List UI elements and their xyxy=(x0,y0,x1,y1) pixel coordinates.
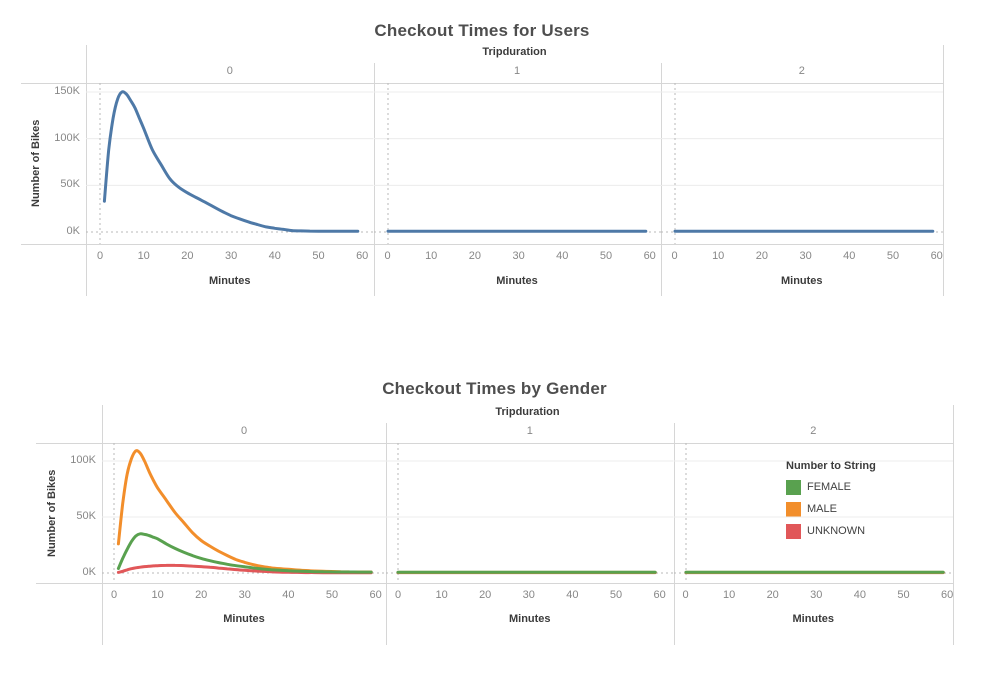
x-tick-label: 60 xyxy=(356,250,369,262)
x-tick-label: 40 xyxy=(843,250,856,262)
x-axis-title: Minutes xyxy=(508,613,551,625)
y-tick-label: 100K xyxy=(70,454,96,466)
x-tick-label: 20 xyxy=(468,250,482,262)
y-tick-label: 0K xyxy=(82,566,96,578)
legend-color-swatch xyxy=(786,523,801,539)
column-header-label: 0 xyxy=(226,65,233,77)
x-tick-label: 10 xyxy=(722,589,736,601)
panel-border xyxy=(386,423,387,645)
x-axis-title: Minutes xyxy=(496,275,538,287)
y-tick-label: 50K xyxy=(60,178,80,191)
column-header-label: 1 xyxy=(526,425,533,437)
legend-item-label: MALE xyxy=(807,503,837,515)
panel-border xyxy=(953,405,954,645)
x-tick-label: 50 xyxy=(325,589,339,601)
x-tick-label: 60 xyxy=(940,589,954,601)
x-tick-label: 20 xyxy=(195,589,208,601)
x-tick-label: 0 xyxy=(671,250,678,262)
x-tick-label: 30 xyxy=(810,589,823,601)
x-tick-label: 0 xyxy=(682,589,689,601)
x-tick-label: 10 xyxy=(151,589,164,601)
legend-item-female[interactable]: FEMALE xyxy=(786,476,876,498)
x-tick-label: 0 xyxy=(96,250,104,262)
facet-field-label: Tripduration xyxy=(482,46,547,58)
plot-top-rule xyxy=(36,443,953,444)
legend-color-swatch xyxy=(786,479,801,495)
y-tick-label: 0K xyxy=(66,225,80,237)
facet-panel-0[interactable] xyxy=(86,83,374,244)
y-tick-label: 50K xyxy=(76,510,96,522)
chart-title: Checkout Times by Gender xyxy=(382,379,607,399)
series-line-FEMALE[interactable] xyxy=(116,532,373,574)
y-axis-title: Number of Bikes xyxy=(30,119,42,208)
x-tick-label: 40 xyxy=(556,250,569,262)
x-tick-label: 30 xyxy=(512,250,525,262)
x-tick-label: 30 xyxy=(799,250,812,262)
panel-border xyxy=(660,63,662,296)
x-tick-label: 30 xyxy=(224,250,238,262)
x-tick-label: 60 xyxy=(369,589,382,601)
facet-panel-1[interactable] xyxy=(386,443,674,583)
x-tick-label: 50 xyxy=(312,250,325,262)
x-tick-label: 10 xyxy=(425,250,438,262)
x-tick-label: 20 xyxy=(766,589,779,601)
legend-item-label: FEMALE xyxy=(807,481,852,493)
facet-field-label: Tripduration xyxy=(495,406,560,418)
x-tick-label: 20 xyxy=(755,250,769,262)
panel-border xyxy=(373,63,375,296)
x-tick-label: 30 xyxy=(522,589,535,601)
x-tick-label: 60 xyxy=(653,589,666,601)
x-axis-title: Minutes xyxy=(223,613,265,625)
panel-border xyxy=(673,423,675,645)
series-line-users[interactable] xyxy=(102,90,360,233)
series-line-MALE[interactable] xyxy=(116,449,373,574)
legend-item-label: UNKNOWN xyxy=(807,525,866,537)
x-tick-label: 10 xyxy=(435,589,448,601)
x-tick-label: 50 xyxy=(599,250,613,262)
facet-panel-2[interactable] xyxy=(660,83,944,244)
column-header-label: 1 xyxy=(513,65,521,77)
color-legend: Number to String FEMALE MALE UNKNOWN xyxy=(786,460,876,542)
x-tick-label: 20 xyxy=(181,250,194,262)
column-header-label: 2 xyxy=(810,425,817,437)
x-axis-rule xyxy=(21,244,943,245)
x-tick-label: 50 xyxy=(897,589,910,601)
legend-color-swatch xyxy=(786,501,801,517)
legend-item-male[interactable]: MALE xyxy=(786,498,876,520)
x-tick-label: 0 xyxy=(394,589,402,601)
x-tick-label: 50 xyxy=(609,589,623,601)
x-axis-title: Minutes xyxy=(780,275,823,287)
x-tick-label: 30 xyxy=(238,589,251,601)
x-axis-title: Minutes xyxy=(208,275,251,287)
x-tick-label: 60 xyxy=(643,250,656,262)
plot-top-rule xyxy=(21,83,943,84)
x-tick-label: 40 xyxy=(566,589,579,601)
panel-border xyxy=(943,45,944,296)
x-tick-label: 20 xyxy=(479,589,492,601)
y-tick-label: 150K xyxy=(54,85,80,97)
x-tick-label: 60 xyxy=(930,250,943,262)
x-tick-label: 10 xyxy=(712,250,725,262)
x-tick-label: 40 xyxy=(268,250,281,262)
x-tick-label: 10 xyxy=(137,250,150,262)
x-tick-label: 50 xyxy=(886,250,900,262)
facet-panel-0[interactable] xyxy=(102,443,386,583)
panel-border xyxy=(86,45,87,296)
x-tick-label: 40 xyxy=(282,589,295,601)
column-header-label: 0 xyxy=(240,425,248,437)
y-tick-label: 100K xyxy=(54,131,80,144)
x-tick-label: 40 xyxy=(853,589,867,601)
legend-item-unknown[interactable]: UNKNOWN xyxy=(786,520,876,542)
facet-panel-1[interactable] xyxy=(373,83,661,244)
chart-title: Checkout Times for Users xyxy=(374,21,590,41)
x-tick-label: 0 xyxy=(384,250,391,262)
x-tick-label: 0 xyxy=(110,589,118,601)
facet-panel-2[interactable] xyxy=(673,443,954,583)
legend-title: Number to String xyxy=(786,460,876,472)
panel-border xyxy=(102,405,103,645)
x-axis-title: Minutes xyxy=(792,613,835,625)
column-header-label: 2 xyxy=(798,65,805,77)
x-axis-rule xyxy=(36,583,953,584)
